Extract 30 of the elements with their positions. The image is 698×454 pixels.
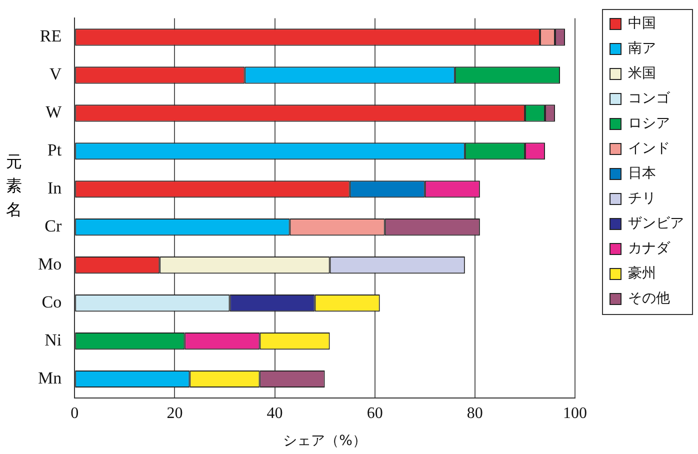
y-tick-label: Co (42, 292, 62, 312)
x-tick-label: 80 (466, 404, 483, 422)
legend-label: チリ (628, 190, 656, 207)
legend-label: カナダ (628, 240, 671, 257)
y-tick-label: V (49, 64, 62, 84)
y-tick-label: Mo (38, 254, 62, 274)
x-tick-label: 0 (70, 404, 79, 422)
y-tick-label: Cr (44, 216, 62, 236)
legend-label: ロシア (628, 116, 670, 132)
legend-label: 南ア (628, 40, 656, 57)
y-tick-label: W (46, 102, 63, 122)
x-tick-label: 100 (563, 404, 587, 422)
y-tick-label: Mn (38, 368, 62, 388)
x-tick-label: 40 (266, 404, 283, 422)
legend-label: 日本 (628, 166, 656, 182)
legend-label: コンゴ (628, 90, 671, 107)
y-tick-label: RE (40, 26, 62, 46)
legend-label: 豪州 (628, 266, 656, 282)
legend-label: 米国 (628, 66, 656, 82)
x-axis-title: シェア（%） (283, 433, 366, 450)
y-tick-label: Pt (47, 140, 62, 160)
x-tick-label: 20 (166, 404, 183, 422)
legend-label: ザンビア (628, 216, 684, 232)
legend-label: インド (628, 140, 670, 157)
x-tick-label: 60 (366, 404, 383, 422)
legend-label: その他 (628, 290, 670, 307)
legend-label: 中国 (628, 16, 656, 32)
y-axis-title: 元素名 (6, 151, 22, 221)
y-tick-label: In (47, 178, 62, 198)
y-tick-label: Ni (44, 330, 62, 350)
